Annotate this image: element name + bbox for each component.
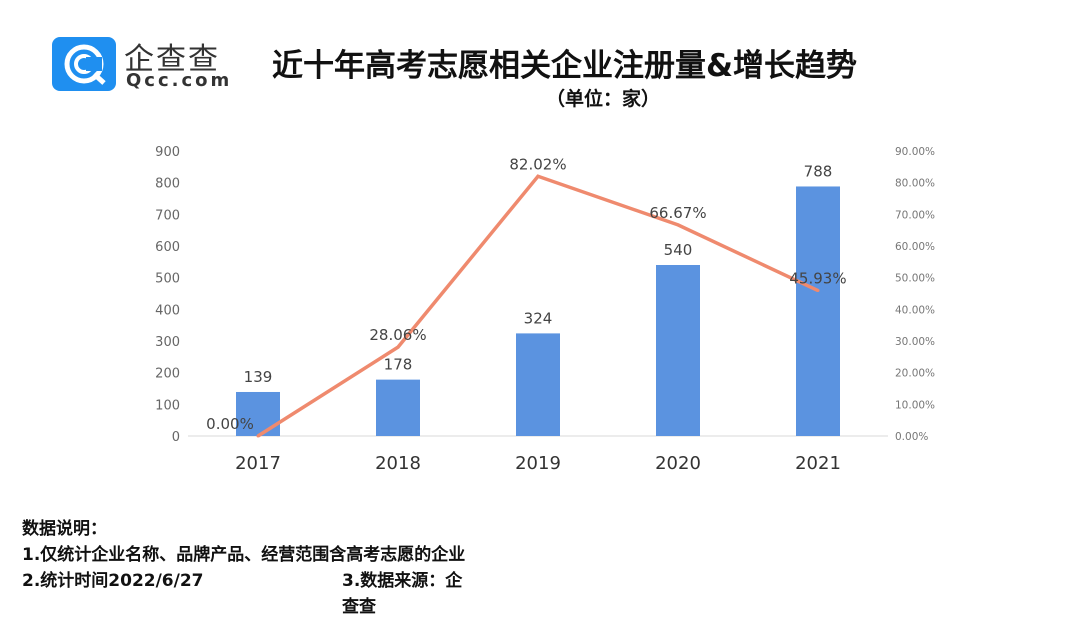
x-tick-label: 2019 bbox=[515, 453, 561, 474]
y-tick-label: 700 bbox=[155, 208, 180, 223]
line-value-label: 82.02% bbox=[509, 155, 566, 173]
line-value-label: 66.67% bbox=[649, 204, 706, 222]
notes-heading: 数据说明： bbox=[22, 519, 107, 539]
chart: 0 100 200 300 400 500 600 700 800 900 0.00% 10.00% 2… bbox=[155, 145, 935, 474]
y-tick-label: 500 bbox=[155, 272, 180, 287]
line-point bbox=[536, 174, 540, 178]
bar-value-label: 788 bbox=[804, 162, 833, 180]
y-tick-label: 400 bbox=[155, 303, 180, 318]
y2-tick-label: 0.00% bbox=[895, 431, 928, 443]
y-tick-label: 600 bbox=[155, 240, 180, 255]
x-tick-label: 2021 bbox=[795, 453, 841, 474]
bar bbox=[516, 333, 560, 436]
y-tick-label: 800 bbox=[155, 177, 180, 192]
line-point bbox=[396, 345, 400, 349]
y2-tick-label: 10.00% bbox=[895, 399, 935, 411]
line-point bbox=[816, 289, 820, 293]
line-value-label: 28.06% bbox=[369, 326, 426, 344]
y2-tick-label: 40.00% bbox=[895, 304, 935, 316]
qcc-logo-icon bbox=[52, 37, 116, 91]
line-value-label: 45.93% bbox=[789, 270, 846, 288]
notes-line-2a: 2.统计时间2022/6/27 bbox=[22, 571, 204, 591]
line-point bbox=[256, 434, 260, 438]
y2-tick-label: 90.00% bbox=[895, 146, 935, 158]
bar-value-label: 178 bbox=[384, 356, 413, 374]
y-tick-label: 0 bbox=[172, 430, 180, 445]
bar bbox=[656, 265, 700, 436]
logo-text: 企查查 bbox=[124, 42, 220, 77]
y-tick-label: 900 bbox=[155, 145, 180, 160]
line-value-label: 0.00% bbox=[206, 415, 254, 433]
y-tick-label: 300 bbox=[155, 335, 180, 350]
notes-line-2b: 3.数据来源：企查查 bbox=[342, 571, 463, 617]
chart-unit: （单位：家） bbox=[546, 88, 661, 110]
bar bbox=[796, 186, 840, 436]
logo-domain: Qcc.com bbox=[126, 70, 233, 91]
y2-tick-label: 20.00% bbox=[895, 368, 935, 380]
y2-tick-label: 60.00% bbox=[895, 241, 935, 253]
notes-line-1: 1.仅统计企业名称、品牌产品、经营范围含高考志愿的企业 bbox=[22, 545, 466, 565]
y-tick-label: 200 bbox=[155, 367, 180, 382]
notes: 数据说明： 1.仅统计企业名称、品牌产品、经营范围含高考志愿的企业 2.统计时间… bbox=[22, 516, 466, 617]
y2-tick-label: 30.00% bbox=[895, 336, 935, 348]
bar-value-label: 139 bbox=[244, 368, 273, 386]
chart-title: 近十年高考志愿相关企业注册量&增长趋势 bbox=[272, 48, 858, 84]
x-tick-label: 2017 bbox=[235, 453, 281, 474]
line-point bbox=[676, 223, 680, 227]
y-tick-label: 100 bbox=[155, 398, 180, 413]
x-tick-label: 2020 bbox=[655, 453, 701, 474]
bar-value-label: 324 bbox=[524, 309, 553, 327]
bar bbox=[376, 379, 420, 436]
y2-tick-label: 70.00% bbox=[895, 209, 935, 221]
x-tick-label: 2018 bbox=[375, 453, 421, 474]
y2-tick-label: 50.00% bbox=[895, 273, 935, 285]
y2-tick-label: 80.00% bbox=[895, 178, 935, 190]
bar-value-label: 540 bbox=[664, 241, 693, 259]
